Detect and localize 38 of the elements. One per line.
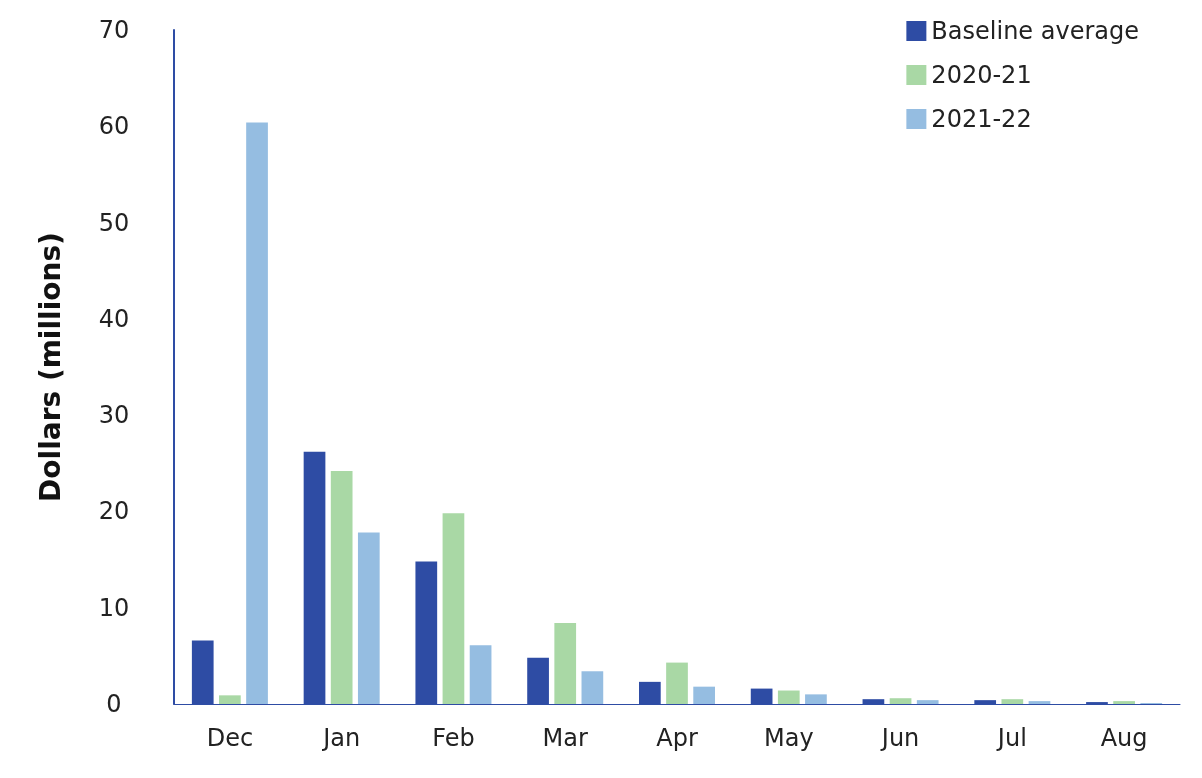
y-tick-label: 70	[98, 16, 130, 44]
x-tick-label: Apr	[656, 724, 698, 752]
x-tick-label: Feb	[432, 724, 475, 752]
x-tick-label: Jun	[879, 724, 920, 752]
x-tick-label: Jul	[995, 724, 1027, 752]
bar	[246, 122, 268, 704]
x-tick-label: May	[763, 724, 814, 752]
y-tick-label: 60	[98, 112, 130, 141]
bar	[666, 662, 688, 704]
bar	[330, 470, 353, 704]
bar	[805, 694, 827, 704]
bar	[1028, 701, 1051, 704]
x-tick-label: Dec	[206, 724, 254, 752]
y-axis-title: Dollars (millions)	[33, 232, 67, 502]
x-tick-label: Aug	[1100, 724, 1148, 752]
bar	[777, 690, 800, 704]
y-tick-label: 20	[98, 497, 130, 526]
bar	[1113, 701, 1135, 704]
bar	[916, 700, 939, 704]
bar	[442, 513, 465, 704]
x-tick-label: Mar	[542, 724, 588, 752]
x-tick-label: Jan	[321, 724, 361, 752]
bar	[581, 671, 604, 704]
y-tick-label: 0	[106, 690, 122, 718]
y-tick-label: 50	[98, 208, 130, 237]
bar	[219, 695, 241, 704]
y-tick-label: 10	[98, 593, 130, 622]
bar	[469, 645, 492, 704]
legend-label: Baseline average	[931, 17, 1140, 45]
bar	[1001, 699, 1024, 704]
y-tick-label: 40	[98, 304, 130, 333]
legend-label: 2021-22	[931, 105, 1032, 133]
bar	[357, 532, 380, 704]
bar	[889, 698, 912, 704]
bar	[693, 686, 715, 704]
y-tick-label: 30	[98, 401, 130, 430]
bar	[554, 623, 577, 704]
legend-label: 2020-21	[931, 61, 1032, 89]
